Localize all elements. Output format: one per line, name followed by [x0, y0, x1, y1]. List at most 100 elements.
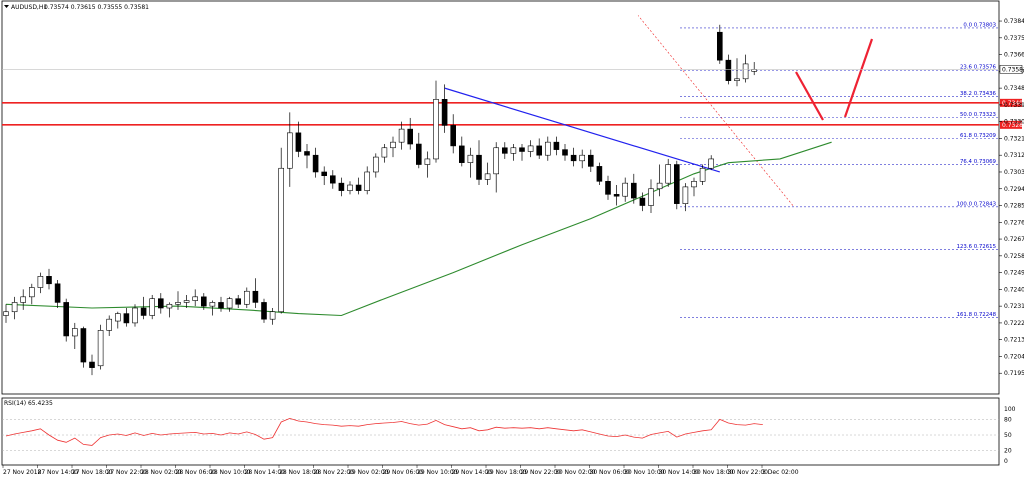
candle[interactable]: [596, 162, 603, 186]
candle[interactable]: [261, 298, 267, 323]
candle[interactable]: [415, 132, 422, 169]
candle[interactable]: [570, 147, 577, 167]
candle[interactable]: [467, 147, 474, 178]
candle[interactable]: [54, 280, 61, 309]
candle[interactable]: [286, 112, 293, 187]
candle[interactable]: [407, 117, 414, 150]
candle[interactable]: [321, 166, 328, 186]
candle[interactable]: [46, 268, 52, 290]
candle[interactable]: [682, 183, 689, 212]
candle[interactable]: [37, 272, 44, 294]
candle[interactable]: [536, 138, 543, 159]
candle[interactable]: [97, 324, 104, 370]
candle[interactable]: [28, 283, 35, 305]
candle[interactable]: [115, 311, 121, 329]
candle[interactable]: [527, 140, 534, 158]
candle[interactable]: [11, 296, 18, 320]
candle[interactable]: [381, 144, 388, 163]
candle[interactable]: [244, 287, 250, 309]
candle[interactable]: [734, 58, 740, 87]
rsi-line[interactable]: [5, 417, 763, 446]
candle[interactable]: [398, 121, 405, 150]
candle[interactable]: [252, 278, 259, 309]
candle[interactable]: [175, 291, 181, 310]
candle[interactable]: [450, 114, 457, 154]
candle[interactable]: [424, 151, 431, 178]
candle[interactable]: [123, 308, 130, 327]
candle[interactable]: [510, 144, 517, 161]
time-tick-label: 27 Nov 22:00: [107, 469, 148, 476]
candle[interactable]: [562, 144, 568, 161]
candle[interactable]: [192, 289, 198, 307]
candle[interactable]: [665, 158, 672, 187]
candle[interactable]: [158, 293, 164, 314]
candle[interactable]: [295, 121, 302, 158]
bullish-candle-body: [656, 182, 663, 190]
candle[interactable]: [742, 54, 749, 83]
candle[interactable]: [587, 149, 594, 172]
candle[interactable]: [3, 304, 9, 323]
candle[interactable]: [501, 142, 508, 159]
candle[interactable]: [708, 155, 715, 171]
candle[interactable]: [544, 136, 551, 161]
descending-trendline[interactable]: [444, 87, 720, 173]
bullish-candle-body: [20, 296, 27, 303]
candle[interactable]: [519, 144, 525, 161]
candle[interactable]: [140, 296, 147, 320]
candle[interactable]: [63, 298, 70, 342]
candle[interactable]: [441, 84, 448, 133]
fib-base-line[interactable]: [637, 15, 794, 206]
candle[interactable]: [630, 173, 637, 204]
candle[interactable]: [648, 179, 654, 213]
candle[interactable]: [338, 177, 345, 197]
candle[interactable]: [484, 162, 491, 186]
candle[interactable]: [329, 170, 336, 189]
candle[interactable]: [347, 181, 353, 195]
candle[interactable]: [209, 300, 216, 316]
candle[interactable]: [699, 164, 706, 186]
bearish-candle-body: [519, 147, 525, 152]
candle[interactable]: [278, 147, 285, 314]
candle[interactable]: [639, 192, 646, 212]
candle[interactable]: [493, 142, 500, 193]
candle[interactable]: [106, 315, 112, 336]
candle[interactable]: [312, 147, 319, 178]
candle[interactable]: [218, 296, 224, 312]
candle[interactable]: [390, 136, 396, 158]
candle[interactable]: [149, 294, 155, 320]
candle[interactable]: [304, 144, 310, 169]
candle[interactable]: [433, 80, 439, 163]
candle[interactable]: [613, 185, 620, 206]
candle[interactable]: [716, 24, 723, 64]
candle[interactable]: [458, 136, 465, 167]
candle[interactable]: [80, 326, 87, 368]
candle[interactable]: [476, 140, 482, 186]
dropdown-triangle-icon[interactable]: [4, 5, 9, 8]
candle[interactable]: [89, 354, 95, 376]
candle[interactable]: [235, 294, 241, 309]
candle[interactable]: [622, 177, 629, 202]
candle[interactable]: [269, 308, 276, 325]
candle[interactable]: [605, 175, 611, 200]
candle[interactable]: [372, 153, 379, 178]
candle[interactable]: [72, 322, 78, 350]
candle[interactable]: [355, 177, 362, 195]
candle[interactable]: [691, 177, 697, 197]
candle[interactable]: [20, 289, 27, 310]
candle[interactable]: [673, 160, 680, 210]
candle[interactable]: [201, 293, 207, 310]
candle[interactable]: [579, 149, 586, 169]
candle[interactable]: [553, 136, 560, 156]
candle[interactable]: [364, 166, 371, 195]
candle[interactable]: [183, 294, 190, 309]
candle[interactable]: [132, 304, 138, 327]
candle[interactable]: [656, 164, 663, 197]
candle[interactable]: [226, 296, 233, 312]
candle[interactable]: [166, 302, 173, 318]
moving-average-line[interactable]: [5, 141, 832, 317]
